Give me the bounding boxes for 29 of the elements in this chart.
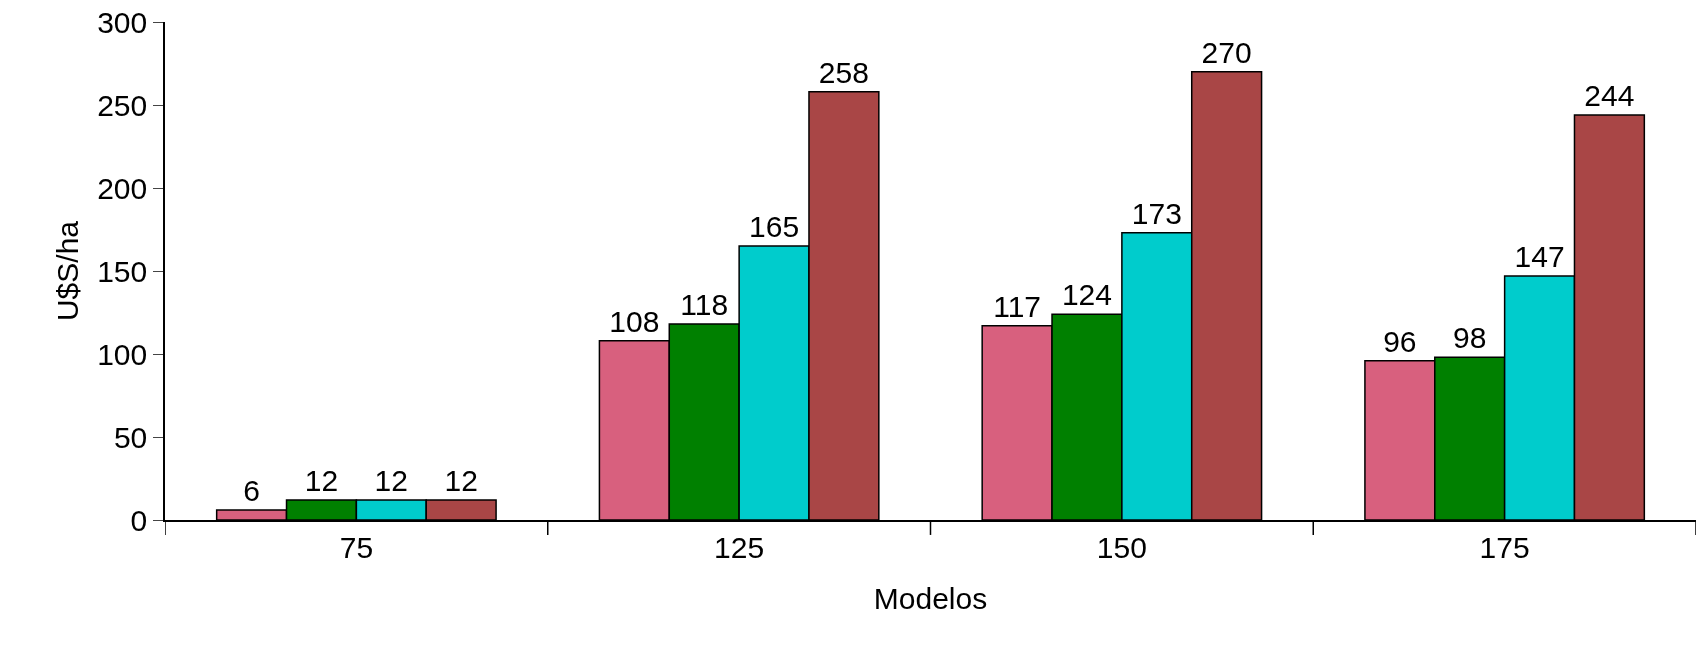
data-label: 270	[1201, 35, 1252, 69]
data-label: 12	[374, 464, 408, 498]
y-tick-label: 250	[97, 88, 148, 122]
y-tick-label: 100	[97, 337, 148, 371]
y-tick-label: 50	[113, 420, 148, 454]
data-label: 12	[444, 464, 478, 498]
data-label: 108	[609, 304, 660, 338]
x-tick-label: 125	[714, 530, 765, 564]
data-label: 124	[1061, 278, 1112, 312]
data-label: 96	[1383, 324, 1417, 358]
data-label: 12	[304, 464, 339, 498]
data-label: 98	[1453, 321, 1487, 355]
x-tick-label: 175	[1479, 530, 1530, 564]
data-label: 244	[1584, 78, 1635, 112]
data-label: 165	[749, 210, 800, 244]
y-tick-label: 200	[97, 171, 148, 205]
y-tick-label: 150	[97, 254, 148, 288]
data-label: 6	[243, 474, 260, 508]
x-axis-title: Modelos	[873, 581, 988, 615]
x-tick-label: 150	[1096, 530, 1147, 564]
data-label: 258	[818, 55, 869, 89]
x-tick-label: 75	[339, 530, 374, 564]
data-label: 147	[1514, 239, 1565, 273]
data-label: 117	[993, 289, 1042, 323]
y-tick-label: 0	[130, 503, 148, 537]
y-tick-label: 300	[97, 5, 148, 39]
data-label: 118	[680, 288, 729, 322]
y-axis-title: U$S/ha	[50, 220, 84, 322]
data-label: 173	[1131, 196, 1182, 230]
